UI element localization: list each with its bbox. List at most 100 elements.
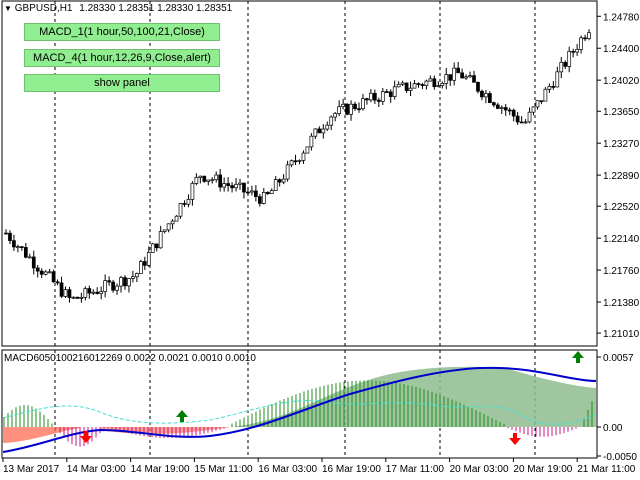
candle-body: [495, 104, 500, 109]
candle-body: [468, 75, 472, 78]
candle-body: [8, 232, 12, 241]
candle-body: [210, 179, 215, 182]
candle-body: [35, 267, 40, 272]
show-panel-button[interactable]: show panel: [24, 74, 220, 92]
candle-body: [404, 82, 409, 91]
indicator-tick-label: 0.00: [603, 423, 623, 434]
price-tick-label: 1.22890: [603, 171, 640, 182]
candle-body: [242, 182, 246, 193]
candle-body: [353, 103, 357, 110]
price-tick-label: 1.24780: [603, 12, 640, 23]
symbol-label: GBPUSD,H1: [14, 3, 73, 14]
candle-body: [277, 179, 282, 183]
price-tick-label: 1.23650: [603, 107, 640, 118]
candle-body: [464, 76, 468, 79]
time-tick-label: 21 Mar 11:00: [577, 464, 636, 475]
candle-body: [428, 78, 433, 82]
candle-body: [571, 50, 576, 53]
candle-body: [341, 103, 345, 107]
time-tick-label: 14 Mar 19:00: [131, 464, 190, 475]
candle-body: [480, 90, 484, 98]
candle-body: [519, 121, 524, 124]
candle-body: [214, 174, 219, 181]
candle-body: [563, 62, 568, 67]
main-chart-frame: [1, 0, 598, 347]
candle-body: [547, 86, 552, 90]
candle-body: [55, 281, 60, 284]
candle-body: [246, 191, 250, 194]
collapse-triangle-icon[interactable]: ▼: [4, 4, 12, 13]
candle-body: [273, 179, 278, 191]
indicator-frame: [1, 349, 598, 459]
price-tick-label: 1.22140: [603, 234, 640, 245]
candle-body: [182, 203, 187, 205]
negative-area: [3, 427, 80, 443]
candle-body: [142, 261, 147, 266]
candle-body: [511, 109, 516, 117]
macd4-button[interactable]: MACD_4(1 hour,12,26,9,Close,alert): [24, 49, 220, 67]
candle-body: [369, 92, 373, 101]
candle-body: [448, 74, 453, 81]
candle-body: [579, 37, 583, 50]
candle-body: [488, 93, 492, 103]
candle-body: [158, 231, 163, 249]
candle-body: [349, 103, 353, 115]
oscillator-area: [230, 366, 596, 427]
candle-body: [345, 103, 349, 115]
candle-body: [575, 49, 579, 53]
candle-body: [111, 281, 115, 291]
candle-body: [281, 178, 286, 183]
indicator-tick-label: -0.0050: [603, 452, 637, 463]
candle-body: [4, 232, 8, 235]
buy-arrow-icon: [572, 351, 584, 363]
candle-body: [420, 84, 425, 86]
candle-body: [365, 98, 369, 101]
candle-body: [230, 185, 234, 189]
indicator-pane: [2, 351, 597, 453]
candle-body: [583, 37, 587, 40]
candle-body: [131, 276, 135, 279]
candle-body: [321, 128, 326, 134]
candle-body: [357, 108, 361, 111]
candle-body: [325, 124, 330, 130]
ohlc-values: 1.28330 1.28351 1.28330 1.28351: [79, 3, 233, 14]
candle-body: [206, 179, 211, 182]
time-tick-label: 20 Mar 03:00: [450, 464, 509, 475]
candle-body: [567, 50, 572, 67]
candle-body: [539, 100, 544, 103]
candle-body: [436, 85, 441, 88]
candle-body: [388, 91, 393, 97]
candle-body: [186, 199, 191, 205]
candle-body: [456, 67, 460, 74]
candle-body: [198, 175, 203, 178]
sell-arrow-icon: [509, 433, 521, 445]
macd1-button[interactable]: MACD_1(1 hour,50,100,21,Close): [24, 23, 220, 41]
time-tick-label: 20 Mar 19:00: [513, 464, 572, 475]
candle-body: [361, 98, 365, 110]
time-tick-label: 16 Mar 03:00: [258, 464, 317, 475]
candle-body: [31, 256, 36, 269]
buy-arrow-icon: [176, 410, 188, 422]
candle-body: [115, 285, 119, 291]
candle-body: [297, 160, 302, 162]
time-tick-label: 17 Mar 11:00: [386, 464, 445, 475]
candle-body: [238, 182, 242, 185]
candle-body: [127, 278, 131, 287]
candle-body: [503, 107, 508, 111]
candle-body: [527, 111, 532, 123]
candle-body: [257, 196, 262, 204]
indicator-tick-label: 0.0057: [603, 353, 634, 364]
candle-body: [119, 277, 123, 287]
candle-body: [333, 113, 338, 118]
candle-body: [412, 83, 417, 89]
candle-body: [543, 88, 548, 102]
candle-body: [329, 116, 334, 126]
candle-body: [75, 296, 80, 299]
candle-body: [337, 106, 342, 114]
candle-body: [432, 78, 437, 88]
candle-body: [135, 273, 139, 278]
candle-body: [154, 243, 159, 249]
price-tick-label: 1.22520: [603, 202, 640, 213]
